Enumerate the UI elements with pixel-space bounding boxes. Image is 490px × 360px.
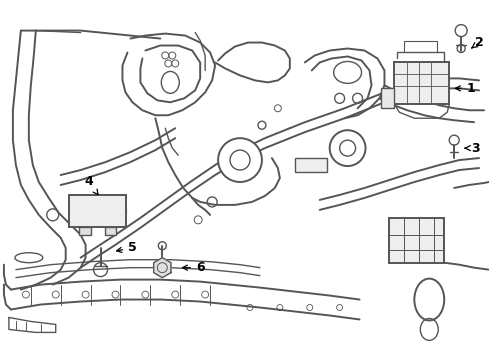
- Text: 2: 2: [472, 36, 484, 49]
- Circle shape: [330, 130, 366, 166]
- Text: 5: 5: [117, 241, 137, 254]
- Bar: [78, 227, 91, 235]
- Text: 4: 4: [84, 175, 98, 195]
- Text: 6: 6: [182, 261, 204, 274]
- Polygon shape: [154, 258, 171, 278]
- Bar: [382, 88, 394, 108]
- Bar: [69, 195, 126, 227]
- Circle shape: [218, 138, 262, 182]
- Text: 1: 1: [455, 82, 475, 95]
- Text: 3: 3: [465, 141, 479, 155]
- Bar: [104, 227, 117, 235]
- Bar: [394, 62, 449, 104]
- Bar: [295, 158, 327, 172]
- Bar: [390, 218, 444, 263]
